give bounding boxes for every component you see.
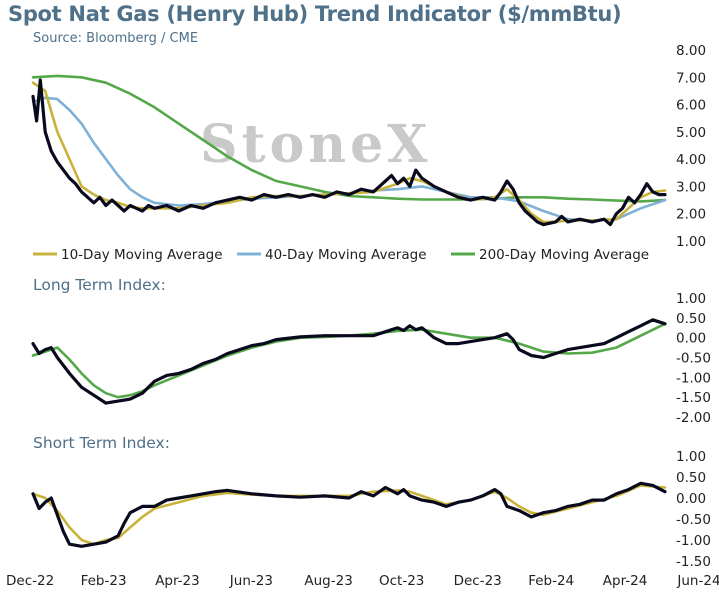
long_term-ytick-label: -2.00: [676, 410, 711, 426]
xtick-label: Dec-22: [6, 573, 54, 589]
price-ytick-label: 2.00: [676, 207, 706, 223]
price-ytick-label: 6.00: [676, 98, 706, 114]
price-ytick-label: 3.00: [676, 179, 706, 195]
xtick-label: Feb-24: [528, 573, 574, 589]
xtick-label: Jun-23: [229, 573, 273, 589]
price-ytick-label: 7.00: [676, 70, 706, 86]
short_term-ytick-label: 1.00: [676, 449, 706, 465]
short_term-panel-title: Short Term Index:: [33, 434, 170, 452]
short_term-ytick-label: -0.50: [676, 512, 711, 528]
watermark: StoneX: [200, 114, 432, 175]
xtick-label: Jun-24: [676, 573, 719, 589]
chart-title: Spot Nat Gas (Henry Hub) Trend Indicator…: [8, 2, 622, 26]
short_term-ytick-label: -1.00: [676, 533, 711, 549]
legend-label-ma40: 40-Day Moving Average: [265, 247, 427, 263]
xtick-label: Dec-23: [454, 573, 502, 589]
xtick-label: Feb-23: [81, 573, 127, 589]
xtick-label: Apr-24: [603, 573, 648, 589]
long_term-ytick-label: 1.00: [676, 291, 706, 307]
price-ytick-label: 5.00: [676, 125, 706, 141]
xtick-label: Apr-23: [155, 573, 200, 589]
legend-label-ma10: 10-Day Moving Average: [61, 247, 223, 263]
xtick-label: Oct-23: [379, 573, 424, 589]
long_term-ytick-label: 0.00: [676, 331, 706, 347]
short_term-series-spot: [31, 481, 667, 548]
xtick-label: Aug-23: [304, 573, 352, 589]
price-series-spot: [31, 78, 667, 227]
long_term-series-spot: [31, 318, 667, 405]
long_term-ytick-label: 0.50: [676, 311, 706, 327]
short_term-ytick-label: 0.00: [676, 491, 706, 507]
short_term-ytick-label: 0.50: [676, 470, 706, 486]
long_term-ytick-label: -0.50: [676, 351, 711, 367]
price-ytick-label: 4.00: [676, 152, 706, 168]
legend-label-ma200: 200-Day Moving Average: [479, 247, 649, 263]
short_term-ytick-label: -1.50: [676, 554, 711, 570]
price-ytick-label: 1.00: [676, 234, 706, 250]
chart-source: Source: Bloomberg / CME: [33, 31, 199, 46]
price-ytick-label: 8.00: [676, 43, 706, 59]
long_term-panel-title: Long Term Index:: [33, 276, 166, 294]
long_term-ytick-label: -1.00: [676, 370, 711, 386]
long_term-ytick-label: -1.50: [676, 390, 711, 406]
